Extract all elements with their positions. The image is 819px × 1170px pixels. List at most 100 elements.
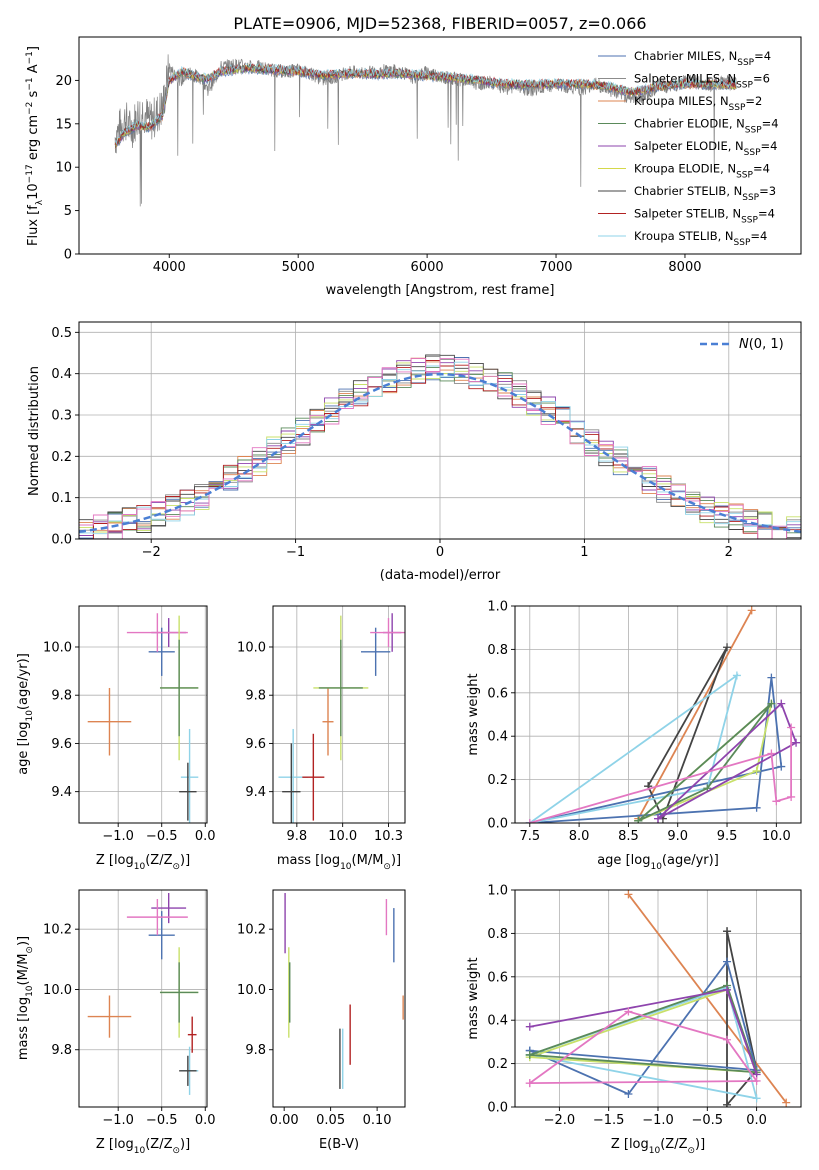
errorbar-point [87, 687, 132, 756]
plus-marker [767, 749, 776, 758]
label-part: 10 [650, 862, 662, 872]
panel-z-age: −1.0 −0.5 0.09.49.69.810.0Z [log10(Z/Z⊙)]a… [16, 605, 216, 872]
label-part: SSP [742, 193, 759, 203]
label-part: −2 [25, 102, 35, 115]
panel-mass-age: 9.8 10.0 10.3 9.4 9.6 9.8 10.0 mass [log10(M/M⊙… [237, 605, 406, 872]
panel-residuals: −2 −1 0 1 2 0.0 0.1 0.2 0.3 0.4 0.5 N(0, 1) (data-mo… [27, 321, 802, 583]
plot-area [114, 54, 737, 207]
axes-frame [514, 889, 802, 1108]
y-tick-label: 9.6 [51, 737, 72, 752]
label-part: =2 [745, 94, 762, 108]
plot-area [525, 890, 791, 1107]
y-tick-label: 1.0 [487, 600, 508, 615]
errorbar-point [361, 627, 391, 676]
label-part: log [114, 853, 134, 868]
x-tick-label: 0.0 [195, 1113, 216, 1128]
errorbar-point [370, 618, 405, 647]
x-tick-label: 0.0 [195, 829, 216, 844]
y-tick-label: 10.0 [237, 640, 266, 655]
y-tick-label: 10.0 [43, 640, 72, 655]
x-tick-label: −0.5 [146, 1113, 178, 1128]
label-part: 10 [340, 862, 352, 872]
x-tick-label: 4000 [153, 260, 186, 275]
y-tick-label: 9.8 [245, 689, 266, 704]
model-spectrum-8 [114, 62, 737, 145]
label-part: erg cm [26, 115, 41, 164]
legend-label: Salpeter STELIB, NSSP=4 [634, 207, 775, 226]
label-part: Chabrier STELIB, N [634, 184, 742, 198]
errorbar-point [282, 743, 301, 823]
x-tick-label: 8.5 [618, 829, 639, 844]
y-tick-label: 0 [64, 248, 72, 263]
x-tick-label: −1 [286, 545, 305, 560]
x-tick-label: −2 [142, 545, 161, 560]
panel-spectrum: 4000 5000 6000 7000 8000 0 5 10 15 20 Chabrier MIL… [25, 14, 802, 298]
y-tick-label: 10 [55, 161, 72, 176]
x-tick-label: 9.8 [286, 829, 307, 844]
y-tick-label: 5 [64, 204, 72, 219]
label-part: )] [391, 853, 401, 868]
label-part: mass [ [16, 1017, 31, 1060]
y-axis-label: Flux [fλ10−17 erg cm−2 s−1 A−1] [25, 46, 45, 246]
x-tick-label: 9.0 [667, 829, 688, 844]
label-part: 10 [649, 1146, 661, 1156]
y-tick-label: 10.2 [43, 923, 72, 938]
label-part: =4 [762, 117, 779, 131]
mass-weight-line-3 [529, 673, 739, 823]
mass-weight-line-0 [627, 893, 787, 1104]
y-tick-label: 0.2 [487, 1057, 508, 1072]
label-part: ] [26, 46, 41, 51]
plus-marker [777, 762, 786, 771]
x-axis-label: Z [log10(Z/Z⊙)] [96, 1137, 190, 1156]
label-part: N [739, 337, 749, 352]
plus-marker [723, 643, 732, 652]
plus-marker [752, 1076, 761, 1085]
y-tick-label: 0.6 [487, 970, 508, 985]
label-part: (Z/Z [145, 1137, 172, 1152]
plus-marker [732, 671, 741, 680]
y-tick-label: 0.0 [51, 533, 72, 548]
label-part: 10 [134, 862, 146, 872]
y-tick-label: 0.8 [487, 927, 508, 942]
label-part: SSP [729, 103, 746, 113]
errorbar-point [148, 627, 175, 676]
axes-frame [78, 605, 208, 824]
mass-weight-line-6 [657, 702, 798, 820]
label-part: =4 [753, 162, 770, 176]
x-tick-label: 7000 [539, 260, 572, 275]
label-part: Salpeter STELIB, N [634, 207, 741, 221]
errorbar-point [180, 728, 199, 823]
plus-marker [747, 606, 756, 615]
label-part: ⊙ [383, 862, 391, 872]
y-tick-label: 0.5 [51, 326, 72, 341]
x-tick-label: 10.3 [374, 829, 403, 844]
plus-marker [634, 816, 643, 823]
label-part: (age/yr)] [16, 653, 31, 710]
errorbar-point [322, 687, 334, 756]
label-part: (M/M [16, 954, 31, 986]
y-tick-label: 0.1 [51, 491, 72, 506]
label-part: −1 [25, 51, 35, 64]
axes-frame [514, 605, 802, 824]
label-part: Flux [f [26, 205, 41, 246]
plus-marker [787, 723, 796, 732]
errorbar-point [151, 893, 187, 924]
x-tick-label: 9.5 [717, 829, 738, 844]
label-part: =4 [754, 49, 771, 63]
x-tick-label: 7.5 [519, 829, 540, 844]
label-part: 10 [134, 1146, 146, 1156]
label-part: Kroupa STELIB, N [634, 229, 734, 243]
label-part: )] [180, 1137, 190, 1152]
axes-frame [78, 36, 802, 255]
label-part: −17 [25, 164, 35, 183]
legend-label: Chabrier STELIB, NSSP=3 [634, 184, 776, 203]
label-part: log [320, 853, 340, 868]
y-tick-label: 15 [55, 117, 72, 132]
axes-frame [78, 889, 208, 1108]
residual-histogram-6 [79, 354, 801, 539]
y-axis-label: mass [log10(M/M⊙)] [16, 936, 35, 1060]
legend-label: Chabrier MILES, NSSP=4 [634, 49, 771, 68]
label-part: =4 [758, 207, 775, 221]
y-tick-label: 9.8 [51, 1043, 72, 1058]
